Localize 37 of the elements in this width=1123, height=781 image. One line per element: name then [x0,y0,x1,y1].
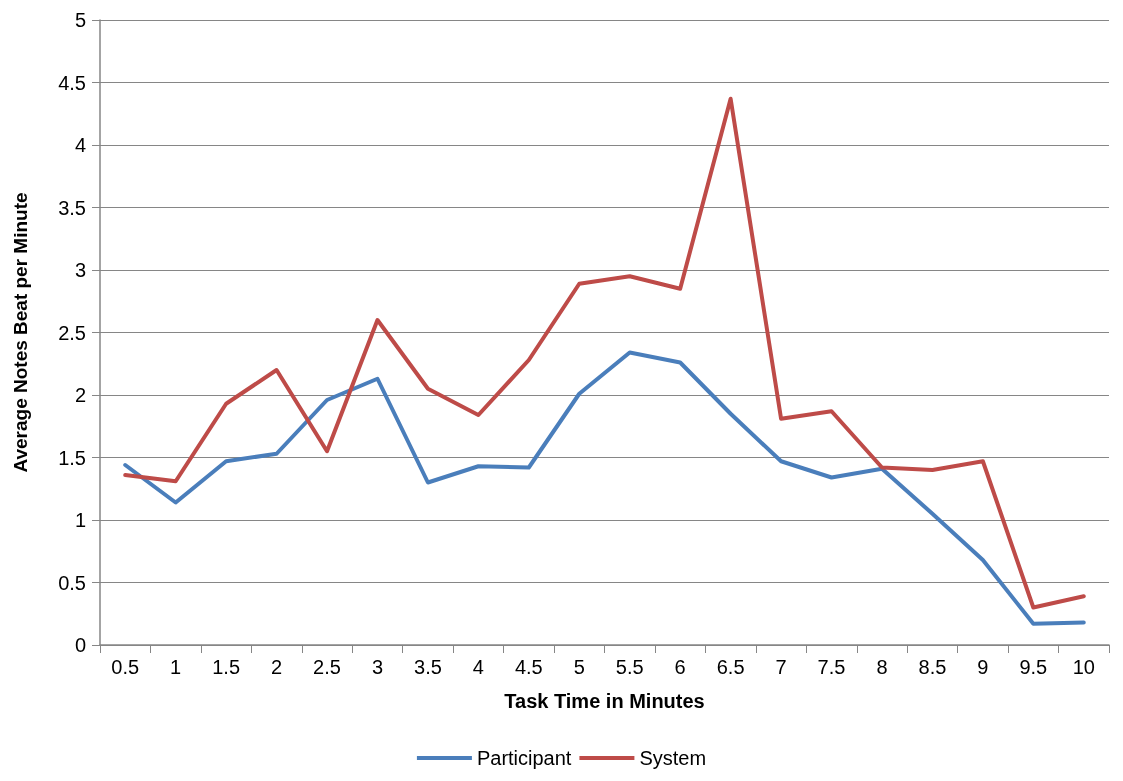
x-tick-label: 0.5 [111,656,140,678]
legend-label: Participant [476,747,572,769]
y-tick-label: 1.5 [58,446,86,469]
x-tick-label: 4 [472,656,484,678]
y-tick-label: 1 [74,509,86,531]
x-tick-label: 1 [170,656,182,678]
line-series [123,96,1086,610]
x-tick-label: 1.5 [212,656,241,678]
x-tick-label: 3 [371,656,384,678]
y-tick-label: 4.5 [58,71,86,94]
y-tick-label: 2.5 [58,321,86,344]
y-tick-label: 2 [74,384,86,406]
line-series [123,350,1086,626]
y-tick-label: 0.5 [58,571,86,594]
y-tick-label: 4 [74,134,86,156]
y-axis-title: Average Notes Beat per Minute [10,192,31,473]
x-tick-label: 3.5 [414,656,442,678]
x-tick-label: 10 [1072,656,1095,678]
x-tick-label: 5 [573,656,585,678]
x-tick-label: 7.5 [817,656,846,678]
x-tick-label: 4.5 [514,656,543,678]
x-tick-label: 6 [674,656,686,678]
x-tick-label: 8.5 [918,656,947,678]
y-tick-label: 3.5 [58,196,86,219]
x-tick-label: 9.5 [1019,656,1048,678]
x-tick-label: 2 [271,656,283,678]
y-tick-label: 3 [74,259,86,281]
y-tick-label: 0 [74,634,86,656]
legend-label: System [639,747,707,769]
x-axis-title: Task Time in Minutes [504,690,705,712]
x-tick-label: 9 [977,656,989,678]
x-tick-label: 2.5 [313,656,341,678]
x-tick-label: 5.5 [615,656,644,678]
x-tick-label: 7 [775,656,787,678]
x-tick-label: 8 [876,656,888,678]
y-tick-label: 5 [74,9,86,31]
x-tick-label: 6.5 [716,656,745,678]
